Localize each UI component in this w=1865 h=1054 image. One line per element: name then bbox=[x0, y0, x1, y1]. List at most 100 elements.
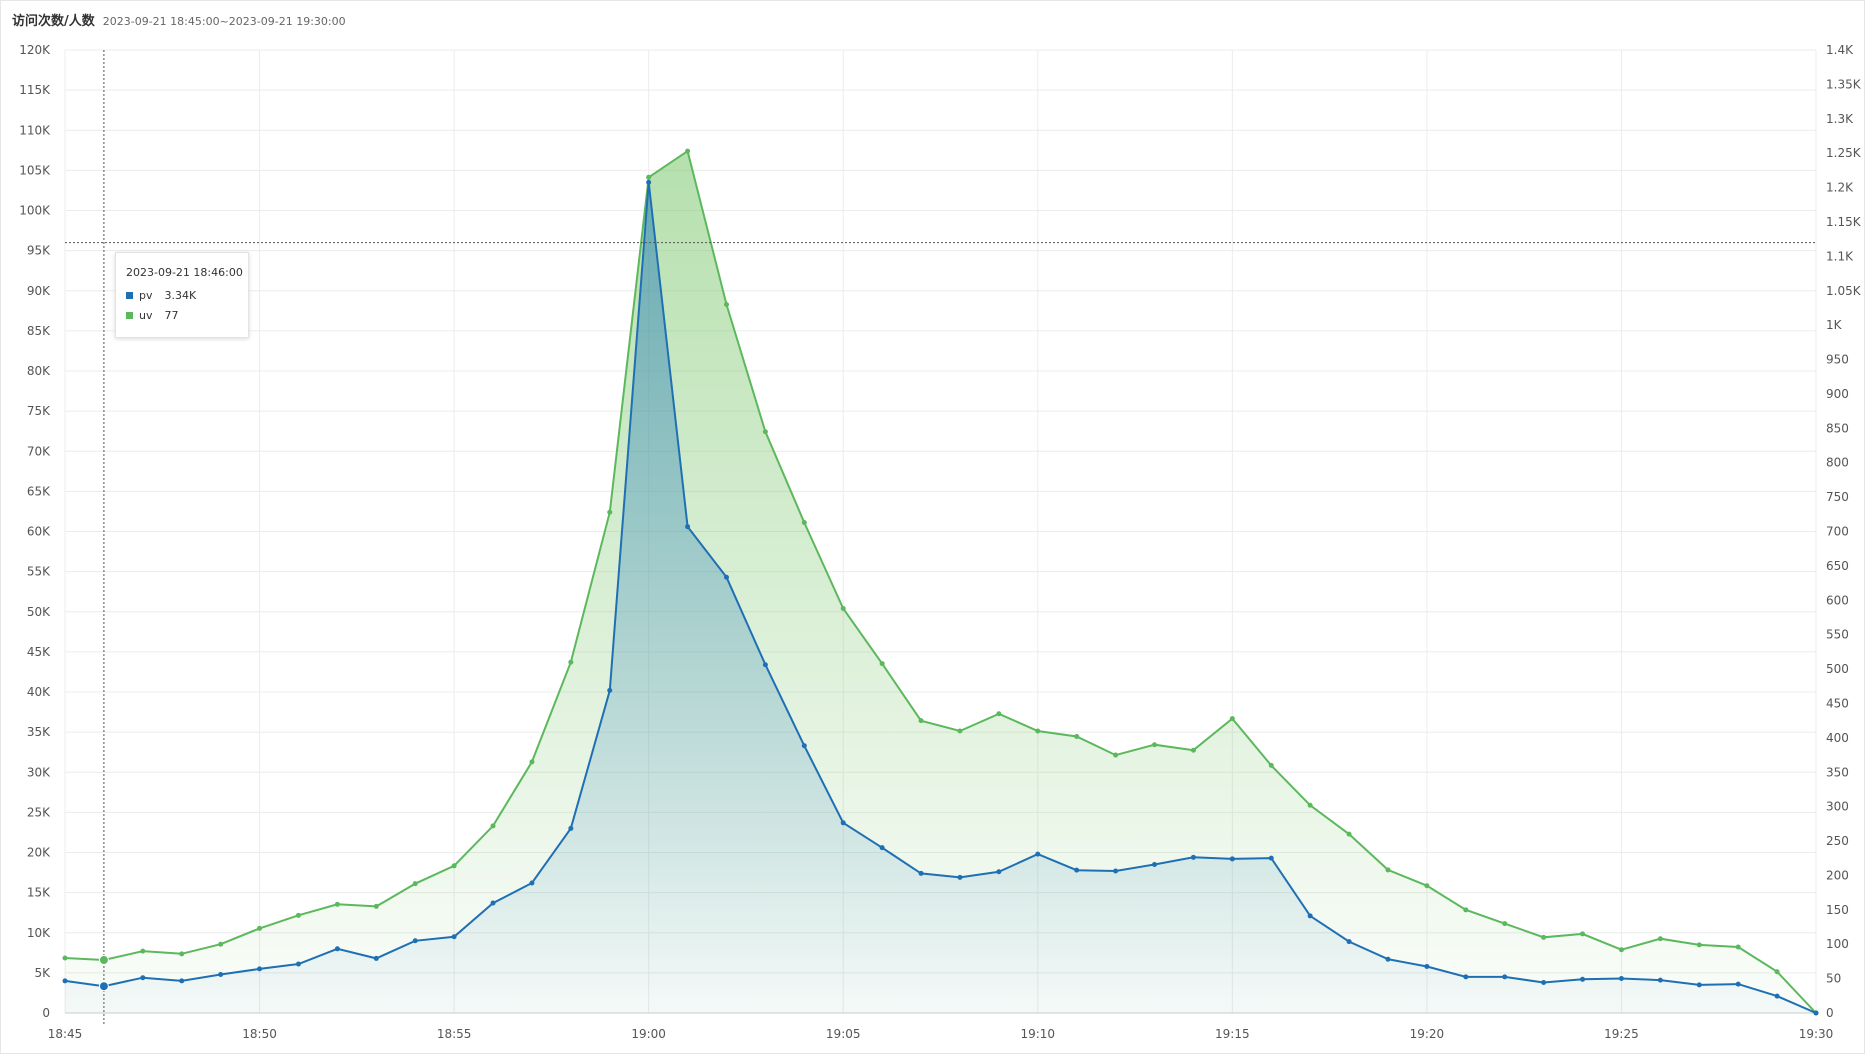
pv-point[interactable] bbox=[568, 825, 574, 831]
uv-point[interactable] bbox=[1035, 728, 1041, 734]
x-tick-label: 19:30 bbox=[1799, 1027, 1834, 1041]
uv-point[interactable] bbox=[1113, 752, 1119, 758]
pv-point[interactable] bbox=[412, 938, 418, 944]
uv-point[interactable] bbox=[1229, 716, 1235, 722]
pv-point[interactable] bbox=[723, 574, 729, 580]
left-tick-label: 80K bbox=[27, 364, 51, 378]
uv-point[interactable] bbox=[373, 903, 379, 909]
uv-point[interactable] bbox=[1424, 883, 1430, 889]
pv-point[interactable] bbox=[1618, 975, 1624, 981]
uv-point[interactable] bbox=[762, 429, 768, 435]
pv-point[interactable] bbox=[607, 687, 613, 693]
uv-point[interactable] bbox=[62, 955, 68, 961]
pv-point[interactable] bbox=[957, 874, 963, 880]
uv-point[interactable] bbox=[685, 148, 691, 154]
pv-point[interactable] bbox=[1735, 981, 1741, 987]
pv-point[interactable] bbox=[218, 971, 224, 977]
pv-point[interactable] bbox=[1346, 939, 1352, 945]
pv-point[interactable] bbox=[529, 880, 535, 886]
uv-point[interactable] bbox=[1074, 733, 1080, 739]
pv-point[interactable] bbox=[1541, 980, 1547, 986]
uv-point[interactable] bbox=[1657, 936, 1663, 942]
pv-point[interactable] bbox=[1074, 867, 1080, 873]
pv-point[interactable] bbox=[1385, 956, 1391, 962]
pv-point[interactable] bbox=[140, 975, 146, 981]
uv-point[interactable] bbox=[257, 925, 263, 931]
pv-point[interactable] bbox=[334, 946, 340, 952]
pv-point[interactable] bbox=[1774, 993, 1780, 999]
pv-point[interactable] bbox=[1463, 974, 1469, 980]
uv-point[interactable] bbox=[879, 661, 885, 667]
uv-point[interactable] bbox=[490, 823, 496, 829]
uv-point[interactable] bbox=[1618, 947, 1624, 953]
uv-point[interactable] bbox=[1735, 944, 1741, 950]
pv-point[interactable] bbox=[1657, 977, 1663, 983]
uv-point[interactable] bbox=[412, 881, 418, 887]
pv-point[interactable] bbox=[179, 978, 185, 984]
uv-point[interactable] bbox=[957, 728, 963, 734]
uv-point[interactable] bbox=[646, 174, 652, 180]
uv-point[interactable] bbox=[568, 659, 574, 665]
pv-point[interactable] bbox=[257, 966, 263, 972]
uv-point[interactable] bbox=[1385, 867, 1391, 873]
pv-point[interactable] bbox=[1035, 851, 1041, 857]
pv-point[interactable] bbox=[762, 662, 768, 668]
uv-point[interactable] bbox=[840, 606, 846, 612]
pv-point[interactable] bbox=[451, 934, 457, 940]
uv-point[interactable] bbox=[1268, 762, 1274, 768]
right-tick-label: 50 bbox=[1826, 972, 1841, 986]
pv-point[interactable] bbox=[1307, 913, 1313, 919]
uv-point[interactable] bbox=[1541, 934, 1547, 940]
uv-point[interactable] bbox=[140, 948, 146, 954]
uv-point[interactable] bbox=[529, 759, 535, 765]
pv-point[interactable] bbox=[801, 743, 807, 749]
uv-point[interactable] bbox=[334, 901, 340, 907]
uv-point[interactable] bbox=[1696, 942, 1702, 948]
pv-point[interactable] bbox=[1696, 982, 1702, 988]
uv-point[interactable] bbox=[451, 863, 457, 869]
pv-point[interactable] bbox=[879, 845, 885, 851]
uv-point[interactable] bbox=[723, 302, 729, 308]
uv-point[interactable] bbox=[1580, 931, 1586, 937]
pv-point[interactable] bbox=[646, 179, 652, 185]
pv-point[interactable] bbox=[373, 955, 379, 961]
pv-point[interactable] bbox=[1813, 1010, 1819, 1016]
pv-point[interactable] bbox=[840, 820, 846, 826]
pv-point[interactable] bbox=[1152, 862, 1158, 868]
uv-point[interactable] bbox=[1463, 907, 1469, 913]
pv-point[interactable] bbox=[996, 869, 1002, 875]
pv-point[interactable] bbox=[685, 524, 691, 530]
right-tick-label: 1.3K bbox=[1826, 112, 1854, 126]
uv-point[interactable] bbox=[295, 912, 301, 918]
pv-point[interactable] bbox=[1190, 854, 1196, 860]
right-tick-label: 150 bbox=[1826, 903, 1849, 917]
pv-point[interactable] bbox=[1113, 868, 1119, 874]
pv-point[interactable] bbox=[295, 961, 301, 967]
uv-point[interactable] bbox=[801, 520, 807, 526]
uv-point[interactable] bbox=[918, 718, 924, 724]
pv-line[interactable] bbox=[64, 182, 1817, 1014]
pv-point[interactable] bbox=[490, 900, 496, 906]
uv-point[interactable] bbox=[607, 509, 613, 515]
uv-point[interactable] bbox=[1152, 742, 1158, 748]
uv-point[interactable] bbox=[1502, 921, 1508, 927]
pv-point[interactable] bbox=[62, 978, 68, 984]
pv-point[interactable] bbox=[1229, 856, 1235, 862]
uv-line[interactable] bbox=[64, 149, 1817, 1014]
uv-point[interactable] bbox=[218, 941, 224, 947]
uv-point[interactable] bbox=[1190, 747, 1196, 753]
pv-point[interactable] bbox=[1502, 974, 1508, 980]
left-axis-ticks: 0 5K 10K 15K 20K 25K 30K 35K 40K 45K 50K 55K 60K 65K 7… bbox=[19, 43, 51, 1020]
uv-point[interactable] bbox=[1346, 831, 1352, 837]
uv-point[interactable] bbox=[179, 951, 185, 957]
chart-title: 访问次数/人数 bbox=[12, 14, 95, 29]
pv-point[interactable] bbox=[918, 870, 924, 876]
uv-point[interactable] bbox=[996, 711, 1002, 717]
uv-point[interactable] bbox=[1307, 802, 1313, 808]
right-tick-label: 1.1K bbox=[1826, 249, 1854, 263]
pv-point[interactable] bbox=[1424, 963, 1430, 969]
pv-point[interactable] bbox=[1580, 976, 1586, 982]
pv-point[interactable] bbox=[1268, 855, 1274, 861]
uv-point[interactable] bbox=[1774, 969, 1780, 975]
